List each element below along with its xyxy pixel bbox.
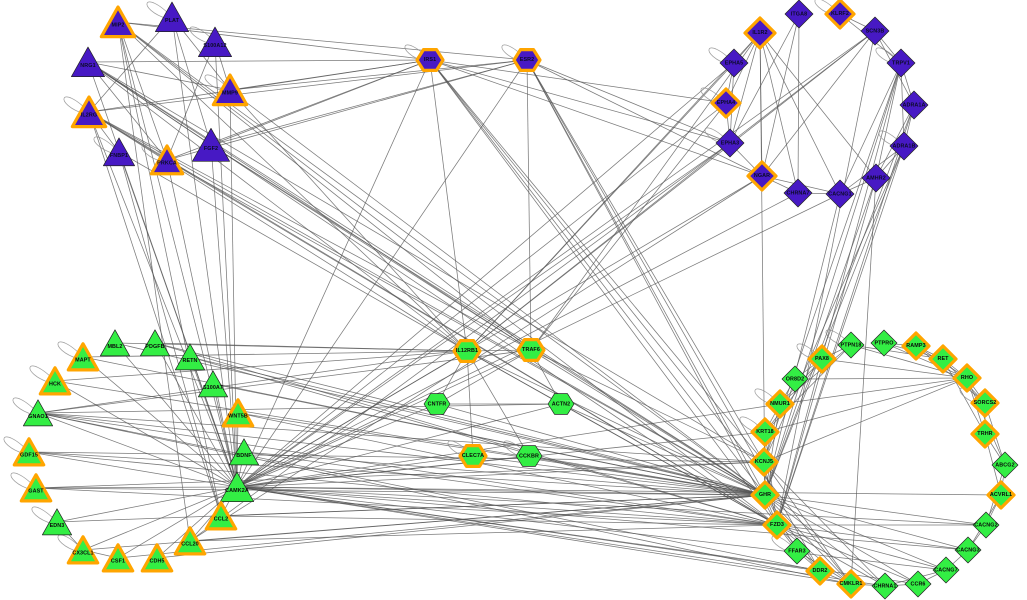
graph-node-cx3cl1[interactable]: CX3CL1 (64, 531, 102, 569)
graph-node-wnt5b[interactable]: WNT5B (219, 394, 257, 432)
graph-node-acvrl1[interactable]: ACVRL1 (984, 478, 1018, 512)
graph-node-plat[interactable]: PLAT (153, 0, 190, 36)
graph-node-epha3[interactable]: EPHA3 (714, 127, 745, 158)
graph-node-ccr6[interactable]: CCR6 (903, 569, 932, 598)
graph-node-chrna1[interactable]: CHRNA1 (870, 571, 899, 600)
graph-node-cacng1[interactable]: CACNG1 (824, 178, 855, 209)
graph-node-klrf2[interactable]: KLRF2 (822, 0, 858, 32)
graph-node-clec7a[interactable]: CLEC7A (456, 439, 490, 473)
graph-node-cckbr[interactable]: CCKBR (514, 441, 543, 470)
graph-node-gnao1[interactable]: GNAO1 (21, 396, 54, 429)
graph-node-ngar[interactable]: NGAR (744, 158, 780, 194)
graph-node-epha5[interactable]: EPHA5 (718, 47, 749, 78)
graph-node-cntfr[interactable]: CNTFR (422, 389, 451, 418)
graph-node-csf1[interactable]: CSF1 (99, 539, 137, 577)
graph-node-esr2[interactable]: ESR2 (510, 43, 544, 77)
graph-node-hck[interactable]: HCK (36, 362, 74, 400)
graph-node-prkca[interactable]: PRKCA (147, 140, 187, 180)
graph-node-s100a12[interactable]: S100A12 (196, 23, 233, 60)
graph-node-ptpro[interactable]: PTPRO (869, 328, 898, 357)
graph-node-cmklr1[interactable]: CMKLR1 (834, 567, 868, 600)
graph-node-ccl20[interactable]: CCL20 (171, 522, 209, 560)
graph-node-itga8[interactable]: ITGA8 (783, 0, 814, 30)
graph-node-nrg1[interactable]: NRG1 (69, 43, 106, 80)
graph-node-actn2[interactable]: ACTN2 (546, 389, 575, 418)
graph-node-gdf15[interactable]: GDF15 (10, 433, 48, 471)
graph-node-mbl2[interactable]: MBL2 (98, 326, 131, 359)
graph-node-pax8[interactable]: PAX8 (805, 342, 839, 376)
graph-node-adra1b[interactable]: ADRA1B (888, 130, 919, 161)
graph-node-sorcs2[interactable]: SORCS2 (968, 386, 1002, 420)
graph-node-trpv1[interactable]: TRPV1 (885, 47, 916, 78)
graph-node-ptpn18[interactable]: PTPN18 (836, 330, 865, 359)
graph-node-chrna7[interactable]: CHRNA7 (782, 177, 813, 208)
graph-node-mmp9[interactable]: MMP9 (209, 69, 251, 111)
graph-node-kcnj5[interactable]: KCNJ5 (747, 445, 781, 479)
graph-node-fnbp1[interactable]: FNBP1 (101, 134, 136, 169)
graph-node-cacng7[interactable]: CACNG7 (931, 555, 960, 584)
graph-node-irs1[interactable]: IRS1 (413, 43, 447, 77)
graph-node-abcg2[interactable]: ABCG2 (990, 450, 1019, 479)
graph-node-gast[interactable]: GAST (17, 469, 55, 507)
graph-node-il12rb1[interactable]: IL12RB1 (450, 334, 484, 368)
graph-node-il2rg[interactable]: IL2RG (68, 91, 110, 133)
graph-node-epha4[interactable]: EPHA4 (708, 85, 744, 121)
graph-node-bdnf[interactable]: BDNF (227, 435, 260, 468)
graph-node-ddr2[interactable]: DDR2 (803, 554, 837, 588)
graph-node-trhr[interactable]: TRHR (968, 417, 1002, 451)
graph-node-traf6[interactable]: TRAF6 (514, 333, 548, 367)
graph-node-pdgfb[interactable]: PDGFB (138, 326, 171, 359)
graph-node-scn3b[interactable]: SCN3B (859, 15, 890, 46)
graph-node-mip2[interactable]: MIP2 (97, 1, 139, 43)
graph-node-fgf2[interactable]: FGF2 (190, 124, 231, 165)
graph-node-adra1a[interactable]: ADRA1A (898, 89, 929, 120)
graph-node-amhr2[interactable]: AMHR2 (860, 162, 891, 193)
